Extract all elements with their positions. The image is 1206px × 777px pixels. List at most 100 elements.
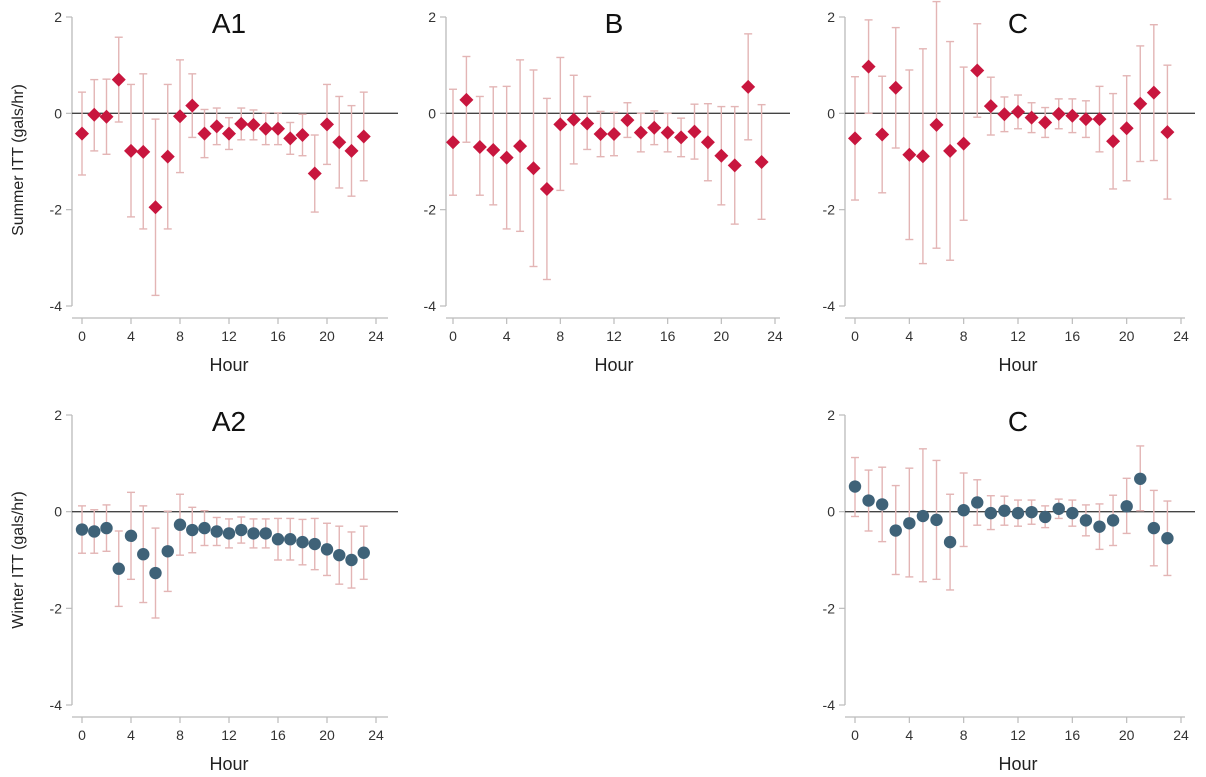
- y-tick-label: -2: [823, 600, 836, 616]
- y-tick-label: 0: [54, 504, 62, 520]
- data-point: [1134, 472, 1147, 485]
- x-tick-label: 4: [905, 727, 913, 743]
- data-point: [1038, 510, 1052, 524]
- data-point: [727, 158, 742, 173]
- data-point: [1160, 125, 1175, 140]
- data-point: [1065, 108, 1080, 123]
- data-point: [185, 98, 200, 113]
- x-tick-label: 12: [221, 328, 237, 344]
- data-point: [161, 545, 174, 558]
- data-point: [499, 150, 514, 165]
- data-point: [674, 130, 689, 145]
- y-tick-label: -2: [50, 202, 63, 218]
- data-point: [186, 523, 199, 537]
- y-tick-label: 2: [428, 9, 436, 25]
- data-point: [234, 116, 249, 131]
- data-point: [149, 566, 162, 580]
- data-point: [284, 533, 297, 546]
- x-tick-label: 0: [851, 328, 859, 344]
- x-tick-label: 24: [368, 328, 384, 344]
- data-point: [1093, 520, 1106, 533]
- x-tick-label: 12: [221, 727, 237, 743]
- data-point: [1119, 121, 1134, 136]
- data-point: [160, 149, 175, 164]
- x-axis-title: Hour: [594, 355, 633, 375]
- data-point: [889, 524, 902, 537]
- x-tick-label: 8: [556, 328, 564, 344]
- data-point: [660, 125, 675, 140]
- data-point: [861, 59, 876, 74]
- x-axis-title: Hour: [209, 754, 248, 774]
- data-point: [258, 121, 273, 136]
- x-tick-label: 12: [1010, 328, 1026, 344]
- x-tick-label: 12: [606, 328, 622, 344]
- data-point: [333, 548, 346, 562]
- data-point: [173, 518, 187, 531]
- panel-title: C: [1008, 8, 1028, 39]
- x-tick-label: 24: [1173, 727, 1189, 743]
- data-point: [222, 527, 236, 540]
- x-tick-label: 24: [368, 727, 384, 743]
- data-point: [930, 513, 943, 527]
- data-point: [513, 139, 528, 154]
- x-tick-label: 16: [1065, 328, 1081, 344]
- x-tick-label: 20: [319, 727, 335, 743]
- x-tick-label: 12: [1010, 727, 1026, 743]
- data-point: [332, 135, 347, 150]
- data-point: [1106, 134, 1121, 149]
- data-point: [99, 109, 114, 124]
- x-tick-label: 0: [851, 727, 859, 743]
- data-point: [210, 525, 223, 538]
- x-tick-label: 4: [127, 727, 135, 743]
- data-point: [271, 533, 285, 546]
- y-tick-label: -4: [823, 697, 836, 713]
- y-tick-label: -4: [50, 298, 63, 314]
- x-tick-label: 24: [767, 328, 783, 344]
- x-tick-label: 20: [714, 328, 730, 344]
- y-tick-label: 2: [827, 407, 835, 423]
- data-point: [1066, 506, 1079, 520]
- data-point: [875, 498, 889, 511]
- y-tick-label: 0: [428, 105, 436, 121]
- x-axis-title: Hour: [998, 355, 1037, 375]
- data-point: [148, 200, 163, 215]
- data-point: [943, 535, 957, 549]
- data-point: [929, 117, 944, 132]
- data-point: [647, 120, 662, 135]
- data-point: [486, 142, 501, 157]
- data-point: [903, 517, 916, 530]
- data-point: [700, 135, 715, 150]
- data-point: [1147, 521, 1161, 535]
- data-point: [75, 126, 89, 141]
- x-tick-label: 16: [270, 727, 286, 743]
- data-point: [1011, 506, 1025, 520]
- data-point: [137, 548, 150, 561]
- data-point: [593, 127, 608, 142]
- data-point: [1120, 500, 1133, 513]
- x-tick-label: 4: [127, 328, 135, 344]
- data-point: [971, 496, 984, 509]
- x-tick-label: 0: [449, 328, 457, 344]
- x-tick-label: 8: [176, 328, 184, 344]
- data-point: [246, 117, 261, 132]
- data-point: [754, 154, 769, 169]
- data-point: [888, 80, 903, 95]
- data-point: [1025, 505, 1038, 519]
- data-point: [1092, 112, 1107, 127]
- x-tick-label: 16: [660, 328, 676, 344]
- x-axis-title: Hour: [209, 355, 248, 375]
- data-point: [714, 148, 729, 163]
- data-point: [295, 128, 310, 143]
- data-point: [1146, 85, 1161, 100]
- x-tick-label: 20: [1119, 328, 1135, 344]
- data-point: [1161, 532, 1174, 545]
- row-label-winter: Winter ITT (gals/hr): [10, 491, 27, 629]
- y-tick-label: 0: [54, 105, 62, 121]
- data-point: [620, 113, 635, 128]
- data-point: [344, 143, 359, 158]
